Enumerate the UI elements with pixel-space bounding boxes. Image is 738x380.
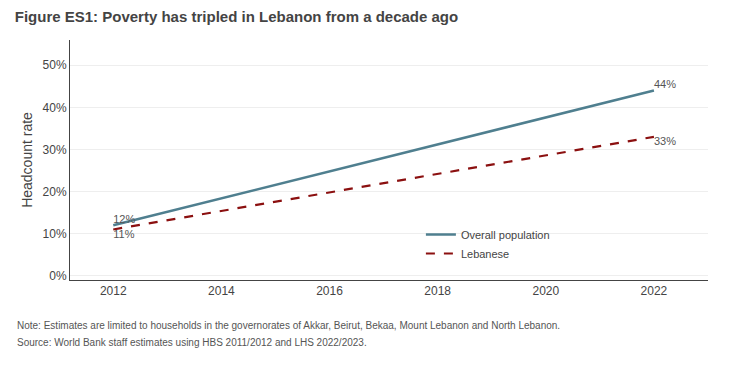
svg-text:12%: 12% (113, 213, 135, 225)
svg-text:2012: 2012 (100, 284, 127, 298)
svg-text:2018: 2018 (424, 284, 451, 298)
svg-text:2016: 2016 (316, 284, 343, 298)
svg-text:40%: 40% (43, 101, 67, 115)
svg-text:Headcount rate: Headcount rate (19, 112, 35, 208)
svg-text:0%: 0% (49, 269, 67, 283)
svg-text:50%: 50% (43, 58, 67, 72)
svg-text:2014: 2014 (208, 284, 235, 298)
svg-text:20%: 20% (43, 185, 67, 199)
svg-text:44%: 44% (654, 78, 676, 90)
svg-text:10%: 10% (43, 227, 67, 241)
svg-text:30%: 30% (43, 143, 67, 157)
svg-text:Lebanese: Lebanese (461, 248, 509, 260)
svg-text:33%: 33% (654, 135, 676, 147)
svg-text:Figure ES1: Poverty has triple: Figure ES1: Poverty has tripled in Leban… (15, 8, 458, 25)
svg-text:2020: 2020 (532, 284, 559, 298)
svg-text:2022: 2022 (641, 284, 668, 298)
svg-text:Overall population: Overall population (461, 229, 550, 241)
svg-text:11%: 11% (113, 228, 134, 240)
svg-text:Source: World Bank staff estim: Source: World Bank staff estimates using… (17, 337, 367, 348)
svg-text:Note: Estimates are limited to: Note: Estimates are limited to household… (17, 320, 560, 331)
